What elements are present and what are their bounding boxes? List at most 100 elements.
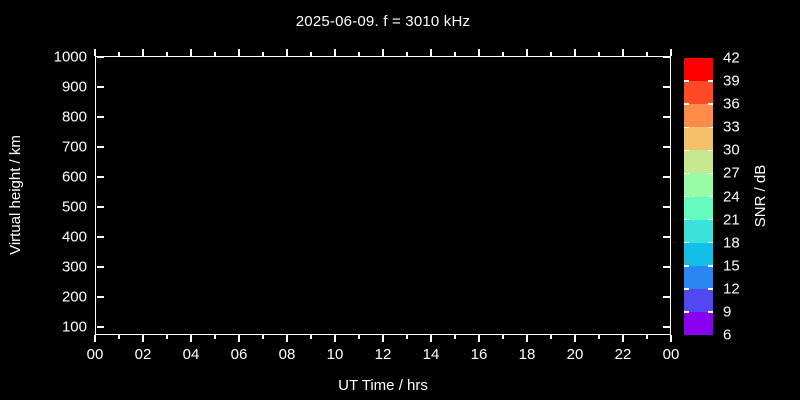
colorbar-tick-left	[684, 149, 689, 152]
x-minor-tick-top	[598, 52, 600, 56]
x-tick-label: 02	[134, 346, 152, 363]
colorbar-tick-label: 9	[723, 303, 732, 321]
colorbar-tick-label: 12	[723, 280, 740, 298]
x-major-tick-bottom	[526, 335, 528, 342]
chart-title: 2025-06-09. f = 3010 kHz	[295, 13, 471, 30]
x-major-tick-top	[670, 49, 672, 56]
x-minor-tick-bottom	[358, 335, 360, 339]
colorbar-tick-label: 18	[723, 234, 740, 252]
y-tick-left	[96, 56, 104, 58]
colorbar-segment	[684, 81, 713, 105]
x-minor-tick-top	[406, 52, 408, 56]
colorbar-tick-right	[708, 172, 713, 175]
colorbar-tick-label: 36	[723, 95, 740, 113]
x-minor-tick-top	[166, 52, 168, 56]
y-tick-label: 600	[61, 168, 87, 186]
y-tick-right	[662, 326, 670, 328]
colorbar-tick-left	[684, 172, 689, 175]
x-minor-tick-bottom	[214, 335, 216, 339]
x-minor-tick-bottom	[454, 335, 456, 339]
x-major-tick-top	[430, 49, 432, 56]
x-axis-title: UT Time / hrs	[338, 377, 428, 394]
y-tick-left	[96, 266, 104, 268]
colorbar-segment	[684, 288, 713, 313]
x-major-tick-top	[382, 49, 384, 56]
x-minor-tick-top	[454, 52, 456, 56]
x-tick-label: 18	[518, 346, 536, 363]
colorbar-tick-label: 15	[723, 257, 740, 275]
colorbar-tick-label: 33	[723, 118, 740, 136]
y-tick-right	[662, 236, 670, 238]
x-tick-label: 00	[662, 346, 680, 363]
x-major-tick-top	[574, 49, 576, 56]
y-tick-label: 200	[61, 288, 87, 306]
colorbar-tick-right	[708, 241, 713, 244]
y-tick-left	[96, 326, 104, 328]
x-major-tick-bottom	[142, 335, 144, 342]
colorbar-tick-right	[708, 311, 713, 313]
y-tick-label: 100	[61, 318, 87, 336]
colorbar-tick-left	[684, 241, 689, 244]
colorbar-tick-right	[708, 265, 713, 267]
colorbar-tick-label: 24	[723, 188, 740, 205]
x-tick-label: 12	[374, 346, 392, 363]
y-tick-label: 500	[61, 198, 87, 216]
colorbar-segment	[684, 150, 713, 174]
x-minor-tick-bottom	[550, 335, 552, 339]
x-minor-tick-top	[262, 52, 264, 56]
x-minor-tick-bottom	[646, 335, 648, 339]
colorbar-tick-right	[708, 103, 713, 105]
colorbar-segment	[684, 242, 713, 267]
x-minor-tick-bottom	[502, 335, 504, 339]
colorbar-tick-left	[684, 288, 689, 290]
x-major-tick-top	[94, 49, 96, 56]
x-minor-tick-top	[310, 52, 312, 56]
colorbar-segment	[684, 104, 713, 128]
colorbar-segment	[684, 311, 713, 336]
x-major-tick-bottom	[670, 335, 672, 342]
x-major-tick-bottom	[286, 335, 288, 342]
plot-area	[95, 56, 671, 335]
x-tick-label: 06	[230, 346, 248, 363]
colorbar-tick-label: 27	[723, 164, 740, 182]
colorbar-tick-label: 39	[723, 72, 740, 90]
x-minor-tick-bottom	[118, 335, 120, 339]
x-minor-tick-top	[214, 52, 216, 56]
y-axis-title: Virtual height / km	[7, 135, 24, 255]
y-tick-label: 300	[61, 258, 87, 276]
y-tick-right	[662, 296, 670, 298]
x-major-tick-top	[526, 49, 528, 56]
colorbar-title: SNR / dB	[752, 164, 769, 228]
y-tick-left	[96, 236, 104, 238]
x-major-tick-top	[478, 49, 480, 56]
colorbar-segment	[684, 219, 713, 244]
x-major-tick-top	[190, 49, 192, 56]
y-tick-label: 1000	[53, 48, 87, 66]
y-tick-left	[96, 86, 104, 88]
x-minor-tick-bottom	[598, 335, 600, 339]
colorbar-tick-label: 6	[723, 326, 732, 344]
colorbar-segment	[684, 265, 713, 290]
x-minor-tick-top	[118, 52, 120, 56]
x-tick-label: 14	[422, 346, 440, 363]
colorbar-tick-left	[684, 126, 689, 128]
y-tick-left	[96, 206, 104, 208]
x-major-tick-bottom	[238, 335, 240, 342]
x-major-tick-bottom	[190, 335, 192, 342]
colorbar-tick-left	[684, 265, 689, 267]
y-tick-label: 700	[61, 138, 87, 156]
colorbar-tick-left	[684, 80, 689, 82]
x-minor-tick-bottom	[406, 335, 408, 339]
colorbar-segment	[684, 196, 713, 221]
x-minor-tick-top	[646, 52, 648, 56]
colorbar-tick-label: 21	[723, 211, 740, 229]
y-tick-label: 900	[61, 78, 87, 96]
x-major-tick-top	[238, 49, 240, 56]
x-minor-tick-bottom	[166, 335, 168, 339]
colorbar-tick-left	[684, 218, 689, 221]
x-tick-label: 20	[566, 346, 584, 363]
x-tick-label: 22	[614, 346, 632, 363]
y-tick-label: 400	[61, 228, 87, 246]
y-tick-right	[662, 206, 670, 208]
